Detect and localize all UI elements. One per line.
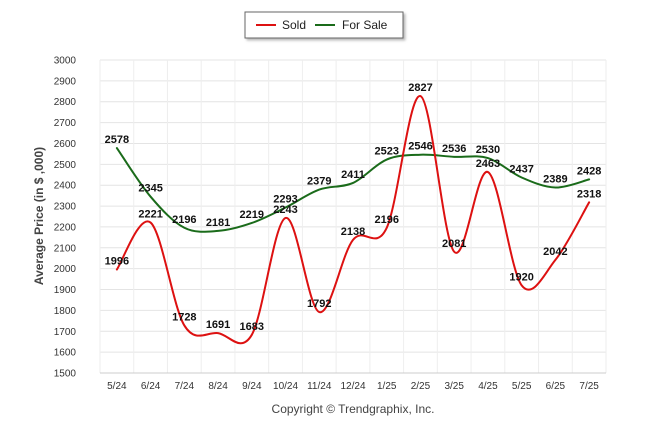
data-label-sold: 2463 [476,158,500,170]
legend-label-sold: Sold [282,18,306,32]
data-label-sold: 2827 [408,82,432,94]
data-label-for-sale: 2196 [172,214,196,226]
data-label-for-sale: 2293 [273,194,297,206]
data-label-sold: 1728 [172,311,196,323]
y-tick-label: 2800 [54,97,77,108]
data-label-for-sale: 2578 [105,134,129,146]
y-axis-title: Average Price (in $ ,000) [32,147,46,285]
data-label-for-sale: 2345 [138,183,162,195]
data-label-for-sale: 2530 [476,144,500,156]
data-label-sold: 2221 [138,209,162,221]
y-tick-label: 1900 [54,285,77,296]
data-label-sold: 2081 [442,238,466,250]
copyright-footer: Copyright © Trendgraphix, Inc. [272,402,435,416]
y-tick-label: 2700 [54,118,77,129]
x-tick-label: 9/24 [242,381,262,392]
y-tick-label: 2600 [54,139,77,150]
x-tick-label: 6/24 [141,381,161,392]
legend-label-for-sale: For Sale [342,18,388,32]
series-lines [115,95,591,345]
y-tick-label: 1700 [54,327,77,338]
y-tick-label: 1600 [54,348,77,359]
x-tick-label: 7/25 [579,381,599,392]
data-label-sold: 2042 [543,246,567,258]
y-tick-label: 2300 [54,202,77,213]
x-tick-label: 5/25 [512,381,532,392]
data-label-for-sale: 2437 [509,163,533,175]
y-tick-label: 2900 [54,76,77,87]
x-tick-label: 11/24 [307,381,332,392]
data-label-for-sale: 2546 [408,141,432,153]
data-label-for-sale: 2379 [307,176,331,188]
plot-area: 5/24 6/24 7/24 8/24 9/24 10/24 11/24 12/24 1/25 2… [54,56,607,392]
data-label-sold: 1691 [206,319,230,331]
data-label-sold: 2196 [374,214,398,226]
y-tick-label: 1800 [54,306,77,317]
x-tick-label: 1/25 [377,381,397,392]
x-tick-label: 5/24 [107,381,127,392]
data-label-for-sale: 2428 [577,165,601,177]
y-tick-label: 3000 [54,56,77,67]
y-tick-label: 2200 [54,222,77,233]
data-label-sold: 1792 [307,298,331,310]
data-label-sold: 2318 [577,188,601,200]
data-label-sold: 1683 [240,321,264,333]
x-tick-label: 4/25 [478,381,498,392]
x-axis-ticks: 5/24 6/24 7/24 8/24 9/24 10/24 11/24 12/24 1/25 2… [107,381,599,392]
y-tick-label: 2000 [54,264,77,275]
x-tick-label: 2/25 [411,381,431,392]
data-label-sold: 1996 [105,256,129,268]
y-tick-label: 2500 [54,160,77,171]
data-label-for-sale: 2181 [206,217,230,229]
data-label-for-sale: 2389 [543,173,567,185]
y-tick-label: 1500 [54,369,77,380]
series-line-sold [115,95,591,345]
x-tick-label: 10/24 [273,381,298,392]
data-label-for-sale: 2536 [442,143,466,155]
y-tick-label: 2100 [54,243,77,254]
x-tick-label: 12/24 [340,381,365,392]
x-tick-label: 6/25 [546,381,566,392]
data-label-for-sale: 2219 [240,209,264,221]
data-label-for-sale: 2411 [341,169,365,181]
x-tick-label: 7/24 [175,381,195,392]
x-tick-label: 8/24 [208,381,228,392]
data-label-sold: 1920 [509,271,533,283]
data-labels: 1996 2221 1728 1691 1683 2243 1792 2138 2196 2827… [105,82,602,333]
y-axis-ticks: 1500 1600 1700 1800 1900 2000 2100 2200 2300 2400… [54,56,77,380]
legend: Sold For Sale [244,11,404,39]
data-label-for-sale: 2523 [374,146,398,158]
y-tick-label: 2400 [54,181,77,192]
data-label-sold: 2138 [341,226,365,238]
data-label-sold: 2243 [273,204,297,216]
series-line-for-sale [115,147,591,233]
x-tick-label: 3/25 [444,381,464,392]
